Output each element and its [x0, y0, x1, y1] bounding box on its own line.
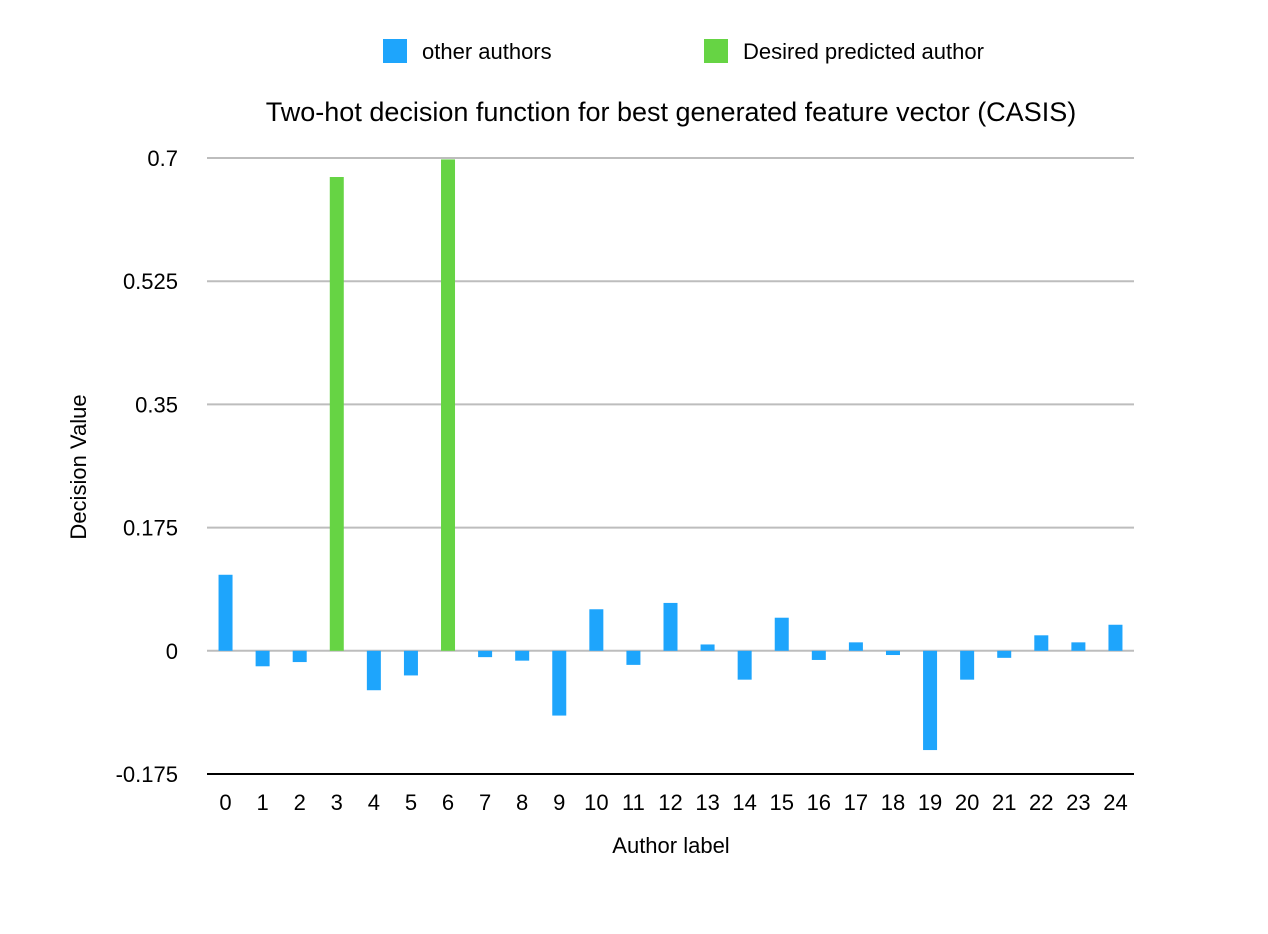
- x-tick-label: 7: [479, 790, 491, 815]
- y-tick-label: 0.175: [123, 516, 178, 541]
- x-tick-label: 3: [331, 790, 343, 815]
- x-tick-label: 13: [695, 790, 719, 815]
- legend: other authors Desired predicted author: [383, 39, 984, 64]
- x-tick-label: 1: [256, 790, 268, 815]
- x-tick-label: 21: [992, 790, 1016, 815]
- bar: [441, 159, 456, 651]
- bar: [478, 650, 493, 658]
- x-tick-label: 24: [1103, 790, 1127, 815]
- y-tick-label: 0: [166, 639, 178, 664]
- bar: [923, 650, 938, 751]
- x-tick-label: 18: [881, 790, 905, 815]
- bar: [700, 644, 715, 651]
- x-tick-label: 0: [219, 790, 231, 815]
- y-tick-label: -0.175: [116, 762, 178, 787]
- bar: [292, 650, 307, 663]
- x-tick-label: 12: [658, 790, 682, 815]
- bar: [1071, 642, 1086, 651]
- x-axis-ticks: 0 1 2 3 4 5 6 7 8 9 10 11 12 13 14 15 16 17 18 19 20 21 22 23 24: [219, 790, 1127, 815]
- bar: [848, 642, 863, 651]
- bars: [218, 159, 1123, 751]
- x-axis-label: Author label: [612, 833, 729, 858]
- x-tick-label: 2: [294, 790, 306, 815]
- bar: [329, 177, 344, 651]
- legend-label-desired-author: Desired predicted author: [743, 39, 984, 64]
- bar: [589, 609, 604, 651]
- x-tick-label: 19: [918, 790, 942, 815]
- bar: [255, 650, 270, 667]
- gridlines: [207, 157, 1134, 775]
- x-tick-label: 10: [584, 790, 608, 815]
- bar: [960, 650, 975, 680]
- bar: [663, 602, 678, 651]
- bar: [997, 650, 1012, 658]
- x-tick-label: 20: [955, 790, 979, 815]
- bar: [885, 650, 900, 656]
- x-tick-label: 17: [844, 790, 868, 815]
- y-tick-label: 0.7: [147, 146, 178, 171]
- x-tick-label: 6: [442, 790, 454, 815]
- legend-label-other-authors: other authors: [422, 39, 552, 64]
- bar: [403, 650, 418, 676]
- x-tick-label: 14: [732, 790, 756, 815]
- x-tick-label: 16: [807, 790, 831, 815]
- bar: [515, 650, 530, 661]
- x-tick-label: 8: [516, 790, 528, 815]
- y-tick-label: 0.525: [123, 269, 178, 294]
- x-tick-label: 4: [368, 790, 380, 815]
- x-tick-label: 23: [1066, 790, 1090, 815]
- bar: [1108, 624, 1123, 651]
- x-tick-label: 22: [1029, 790, 1053, 815]
- bar: [774, 617, 789, 651]
- bar: [1034, 635, 1049, 651]
- bar: [737, 650, 752, 680]
- bar: [552, 650, 567, 716]
- bar: [218, 574, 233, 651]
- y-axis-ticks: 0.7 0.525 0.35 0.175 0 -0.175: [116, 146, 178, 787]
- x-tick-label: 5: [405, 790, 417, 815]
- legend-swatch-other-authors: [383, 39, 407, 63]
- x-tick-label: 11: [622, 790, 645, 815]
- bar: [626, 650, 641, 665]
- bar: [811, 650, 826, 660]
- bar: [366, 650, 381, 691]
- y-axis-label: Decision Value: [66, 394, 91, 539]
- x-tick-label: 9: [553, 790, 565, 815]
- y-tick-label: 0.35: [135, 392, 178, 417]
- legend-swatch-desired-author: [704, 39, 728, 63]
- x-tick-label: 15: [769, 790, 793, 815]
- chart-title: Two-hot decision function for best gener…: [266, 97, 1076, 127]
